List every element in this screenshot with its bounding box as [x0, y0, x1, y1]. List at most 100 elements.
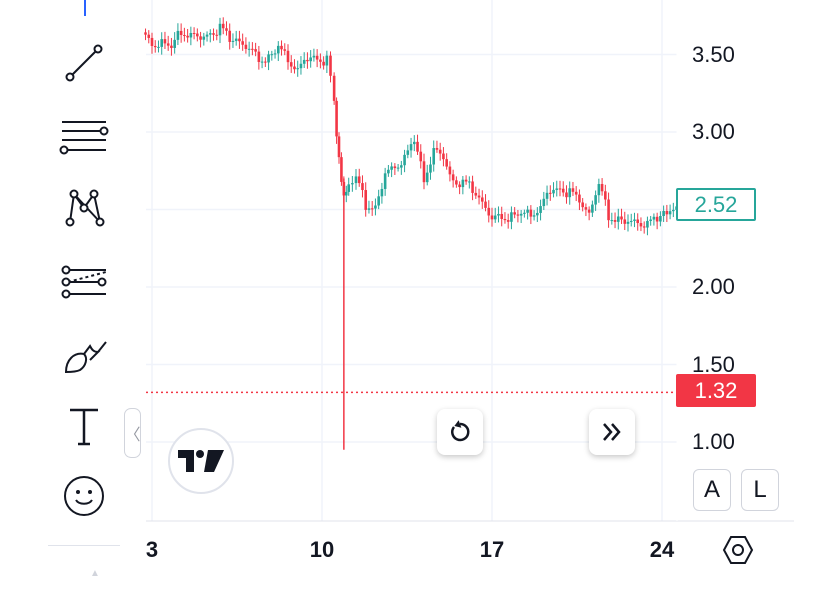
candle-body	[280, 45, 283, 50]
auto-scale-button[interactable]: A	[693, 469, 731, 511]
candle-body	[594, 195, 597, 205]
candle-body	[199, 36, 202, 40]
candle-body	[668, 211, 672, 215]
candle-body	[548, 192, 552, 194]
candle-body	[422, 161, 426, 183]
candle-body	[581, 202, 584, 208]
candle-body	[238, 38, 241, 42]
candle-body	[147, 34, 151, 38]
log-scale-button[interactable]: L	[741, 469, 779, 511]
candles	[144, 17, 678, 450]
candle-body	[432, 148, 436, 165]
brush-icon	[64, 341, 107, 374]
candle-body	[604, 191, 607, 200]
candle-body	[283, 49, 287, 51]
candle-body	[257, 51, 261, 62]
candle-body	[183, 35, 186, 37]
pattern-tool[interactable]	[54, 176, 114, 236]
candle-body	[510, 212, 513, 222]
candle-body	[296, 68, 300, 70]
candle-body	[597, 184, 601, 196]
time-tick-label: 3	[145, 537, 159, 562]
candle-body	[629, 220, 633, 222]
candle-body	[523, 212, 526, 214]
chart-settings-button[interactable]	[716, 528, 760, 572]
candle-body	[267, 54, 270, 63]
time-tick-label: 10	[309, 537, 335, 562]
drawing-toolbar: ▲	[0, 0, 120, 593]
candle-body	[584, 207, 588, 210]
candle-body	[357, 176, 361, 184]
scroll-to-realtime-button[interactable]	[589, 409, 635, 455]
candle-body	[160, 39, 164, 47]
candle-body	[170, 45, 173, 48]
candle-body	[458, 184, 461, 188]
candle-body	[325, 55, 329, 66]
candle-body	[347, 184, 351, 192]
candle-body	[646, 220, 649, 228]
collapse-glyph: 〈	[124, 427, 141, 444]
candle-body	[464, 179, 468, 182]
candle-body	[322, 61, 325, 66]
candle-body	[552, 189, 555, 194]
brush-tool[interactable]	[54, 324, 114, 384]
candle-body	[186, 35, 189, 38]
candle-body	[208, 33, 212, 35]
candle-body	[516, 214, 520, 216]
price-tick-label: 1.50	[692, 351, 735, 377]
candle-body	[264, 61, 267, 63]
tradingview-logo[interactable]	[168, 428, 234, 494]
toolbar-divider	[48, 545, 120, 546]
candle-body	[659, 216, 662, 222]
chart-grid	[146, 0, 677, 521]
candle-body	[455, 180, 458, 185]
forecast-icon	[61, 265, 107, 299]
candle-body	[435, 148, 439, 150]
candle-body	[574, 191, 578, 195]
alert-price-label[interactable]: 1.32	[676, 374, 756, 407]
candle-body	[451, 174, 455, 181]
candle-body	[662, 210, 665, 217]
text-tool[interactable]	[54, 396, 114, 456]
toolbar-scroll-up-icon[interactable]: ▲	[90, 568, 100, 579]
candle-body	[497, 213, 500, 216]
candle-body	[610, 220, 614, 222]
candle-body	[244, 44, 248, 49]
candle-body	[179, 30, 183, 36]
candle-body	[403, 154, 406, 166]
candle-body	[493, 215, 497, 220]
fib-retracement-tool[interactable]	[54, 106, 114, 166]
candle-body	[286, 50, 290, 63]
candle-body	[251, 48, 254, 50]
candle-body	[166, 43, 170, 46]
candle-body	[150, 37, 154, 46]
toolbar-collapse-handle[interactable]: 〈	[124, 408, 141, 458]
candle-body	[672, 209, 675, 212]
candle-body	[225, 28, 228, 31]
reset-icon	[451, 420, 470, 442]
candle-body	[361, 183, 364, 191]
candle-body	[228, 30, 232, 42]
candle-body	[306, 59, 309, 62]
forecast-tool[interactable]	[54, 252, 114, 312]
candle-body	[409, 144, 413, 151]
reset-chart-button[interactable]	[437, 409, 483, 455]
candle-body	[367, 208, 371, 210]
candle-body	[636, 219, 640, 224]
candle-body	[578, 194, 581, 203]
trend-line-tool[interactable]	[54, 33, 114, 93]
candle-body	[374, 205, 377, 209]
candle-body	[587, 209, 591, 213]
candle-body	[289, 62, 293, 67]
candle-body	[620, 216, 623, 220]
candle-body	[173, 39, 176, 48]
candle-body	[474, 192, 478, 196]
candle-body	[364, 190, 368, 210]
candle-body	[370, 208, 374, 210]
candle-body	[490, 215, 494, 220]
candle-body	[652, 216, 656, 220]
candle-body	[591, 204, 594, 213]
candle-body	[626, 221, 630, 224]
emoji-tool[interactable]	[54, 466, 114, 526]
